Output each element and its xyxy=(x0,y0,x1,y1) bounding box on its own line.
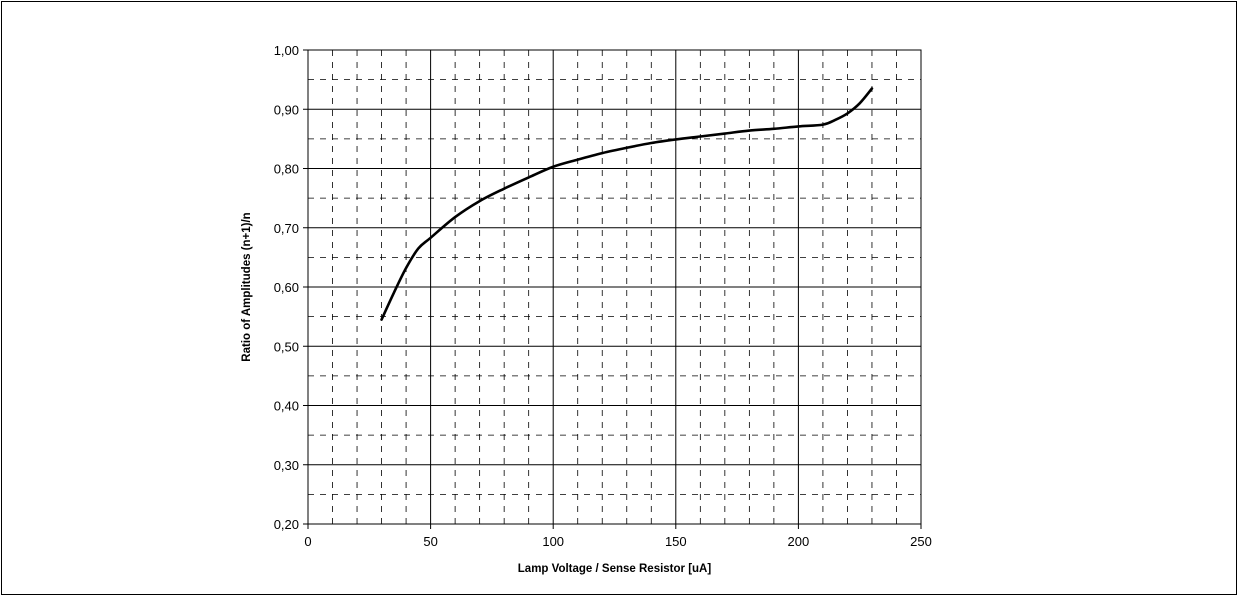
y-tick-label: 0,90 xyxy=(274,102,299,117)
y-tick-label: 0,60 xyxy=(274,280,299,295)
x-axis-title: Lamp Voltage / Sense Resistor [uA] xyxy=(518,563,712,575)
series-line xyxy=(380,87,874,321)
x-tick-label: 250 xyxy=(910,534,932,549)
y-tick-label: 0,30 xyxy=(274,458,299,473)
y-tick-label: 0,50 xyxy=(274,339,299,354)
series-layer xyxy=(380,87,874,321)
x-tick-label: 50 xyxy=(423,534,437,549)
y-tick-label: 0,80 xyxy=(274,162,299,177)
x-tick-label: 150 xyxy=(665,534,687,549)
y-axis-title: Ratio of Amplitudes (n+1)/n xyxy=(241,212,253,361)
y-tick-labels: 0,20 0,30 0,40 0,50 0,60 0,70 0,80 0,90 1,00 xyxy=(274,43,299,532)
x-tick-label: 200 xyxy=(788,534,810,549)
tick-marks xyxy=(303,49,922,529)
major-gridlines xyxy=(308,50,921,524)
y-tick-label: 0,70 xyxy=(274,221,299,236)
y-tick-label: 1,00 xyxy=(274,43,299,58)
y-tick-label: 0,40 xyxy=(274,399,299,414)
y-tick-label: 0,20 xyxy=(274,517,299,532)
x-tick-label: 0 xyxy=(304,534,311,549)
x-tick-labels: 0 50 100 150 200 250 xyxy=(304,534,931,549)
x-tick-label: 100 xyxy=(542,534,564,549)
